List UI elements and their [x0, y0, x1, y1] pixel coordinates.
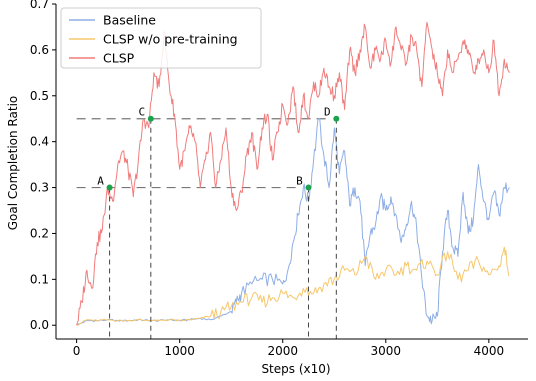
annotation-point: [333, 115, 340, 122]
annotation-point: [147, 115, 154, 122]
series-line-0: [76, 117, 510, 326]
annotation-label: C: [138, 106, 145, 119]
y-tick-label: 0.2: [30, 226, 49, 240]
y-tick-label: 0.5: [30, 89, 49, 103]
x-tick-label: 2000: [267, 344, 298, 358]
series-line-2: [76, 21, 510, 326]
legend-box: [60, 7, 262, 69]
legend-entry: Baseline: [103, 13, 156, 28]
series-line-1: [76, 246, 510, 326]
x-axis-label: Steps (x10): [261, 362, 330, 376]
reference-lines: [76, 118, 330, 189]
y-tick-label: 0.6: [30, 43, 49, 57]
x-tick-label: 1000: [164, 344, 195, 358]
legend: Baseline CLSP w/o pre-training CLSP: [60, 7, 262, 69]
legend-entry: CLSP: [103, 51, 135, 66]
x-tick-label: 0: [73, 344, 81, 358]
annotation-label: D: [324, 106, 331, 119]
x-axis: 0 1000 2000 3000 4000: [73, 339, 504, 358]
legend-entry: CLSP w/o pre-training: [103, 32, 238, 47]
y-tick-label: 0.7: [30, 0, 49, 11]
annotation-point: [305, 184, 312, 191]
y-axis-label: Goal Completion Ratio: [6, 96, 20, 231]
plot-frame: [55, 4, 528, 340]
annotation-label: B: [296, 175, 303, 188]
annotation-layer: A B C D: [97, 106, 340, 339]
y-tick-label: 0.1: [30, 272, 49, 286]
y-tick-label: 0.4: [30, 135, 49, 149]
x-tick-label: 4000: [474, 344, 505, 358]
x-tick-label: 3000: [371, 344, 402, 358]
y-tick-label: 0.0: [30, 318, 49, 332]
annotation-label: A: [97, 175, 104, 188]
y-axis: 0.0 0.1 0.2 0.3 0.4 0.5 0.6 0.7: [30, 0, 56, 332]
y-tick-label: 0.3: [30, 181, 49, 195]
annotation-point: [106, 184, 113, 191]
